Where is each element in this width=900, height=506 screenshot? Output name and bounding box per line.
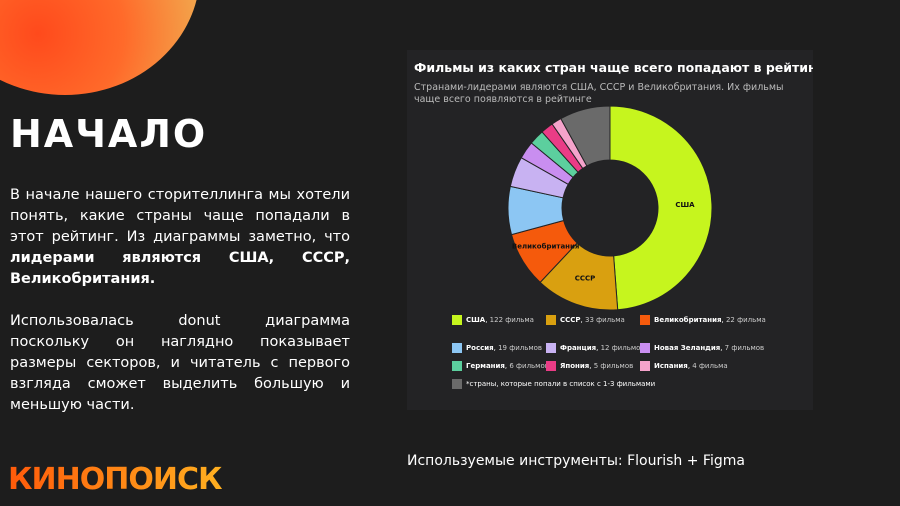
legend-swatch xyxy=(452,379,462,389)
bold-text: лидерами являются США, СССР, Великобрита… xyxy=(10,250,350,287)
legend-name: *страны, которые попали в список с 1-3 ф… xyxy=(466,380,655,388)
legend-entry: Великобритания, 22 фильма xyxy=(654,316,766,324)
heading: НАЧАЛО xyxy=(10,112,208,156)
legend-name: США xyxy=(466,316,486,324)
legend-entry: Франция, 12 фильмов xyxy=(560,344,645,352)
chart-title: Фильмы из каких стран чаще всего попадаю… xyxy=(414,60,813,75)
donut-slice xyxy=(609,105,713,311)
paragraph: В начале нашего сторителлинга мы хотели … xyxy=(10,185,350,290)
legend-entry: *страны, которые попали в список с 1-3 ф… xyxy=(466,380,655,388)
legend-sep: , xyxy=(596,344,600,352)
legend-swatch xyxy=(640,315,650,325)
legend-swatch xyxy=(640,361,650,371)
legend-name: Испания xyxy=(654,362,688,370)
legend-name: Франция xyxy=(560,344,596,352)
chart-panel: Фильмы из каких стран чаще всего попадаю… xyxy=(407,50,839,410)
legend-sep: , xyxy=(589,362,593,370)
logo: КИНОПОИСК xyxy=(8,462,222,497)
legend-name: Япония xyxy=(560,362,589,370)
legend-swatch xyxy=(546,343,556,353)
legend-name: Великобритания xyxy=(654,316,722,324)
legend-name: Новая Зеландия xyxy=(654,344,720,352)
legend-value: 22 фильма xyxy=(726,316,766,324)
legend-sep: , xyxy=(581,316,585,324)
legend-value: 122 фильма xyxy=(490,316,534,324)
legend-sep: , xyxy=(505,362,509,370)
legend-swatch xyxy=(452,361,462,371)
legend-sep: , xyxy=(494,344,498,352)
decor-blob xyxy=(0,0,200,95)
legend-value: 5 фильмов xyxy=(594,362,634,370)
legend-swatch xyxy=(546,361,556,371)
legend-entry: Испания, 4 фильма xyxy=(654,362,728,370)
legend-sep: , xyxy=(485,316,489,324)
tools-note: Используемые инструменты: Flourish + Fig… xyxy=(407,453,745,469)
legend-sep: , xyxy=(688,362,692,370)
legend-value: 33 фильма xyxy=(585,316,625,324)
chart: Фильмы из каких стран чаще всего попадаю… xyxy=(414,60,839,389)
legend-swatch xyxy=(546,315,556,325)
legend-name: Россия xyxy=(466,344,494,352)
legend-name: СССР xyxy=(560,316,581,324)
slice-label: США xyxy=(675,201,695,209)
legend-sep: , xyxy=(720,344,724,352)
legend-entry: Германия, 6 фильмов xyxy=(466,362,549,370)
donut-slice xyxy=(560,105,611,167)
text: В начале нашего сторителлинга мы хотели … xyxy=(10,187,350,245)
legend-value: 7 фильмов xyxy=(725,344,765,352)
paragraph: Использовалась donut диаграмма поскольку… xyxy=(10,313,350,413)
slice-label: СССР xyxy=(575,275,596,283)
legend-entry: СССР, 33 фильма xyxy=(560,316,625,324)
legend-sep: , xyxy=(722,316,726,324)
legend-value: 6 фильмов xyxy=(509,362,549,370)
legend-entry: США, 122 фильма xyxy=(466,316,534,324)
legend-value: 19 фильмов xyxy=(498,344,542,352)
legend-swatch xyxy=(452,315,462,325)
legend-entry: Япония, 5 фильмов xyxy=(560,362,633,370)
legend-entry: Россия, 19 фильмов xyxy=(466,344,542,352)
legend-name: Германия xyxy=(466,362,505,370)
legend-swatch xyxy=(640,343,650,353)
chart-subtitle: Странами-лидерами являются США, СССР и В… xyxy=(414,82,784,105)
legend-swatch xyxy=(452,343,462,353)
legend-value: 12 фильмов xyxy=(601,344,645,352)
legend-value: 4 фильма xyxy=(692,362,727,370)
legend-entry: Новая Зеландия, 7 фильмов xyxy=(654,344,764,352)
slice-label: Великобритания xyxy=(512,243,580,251)
